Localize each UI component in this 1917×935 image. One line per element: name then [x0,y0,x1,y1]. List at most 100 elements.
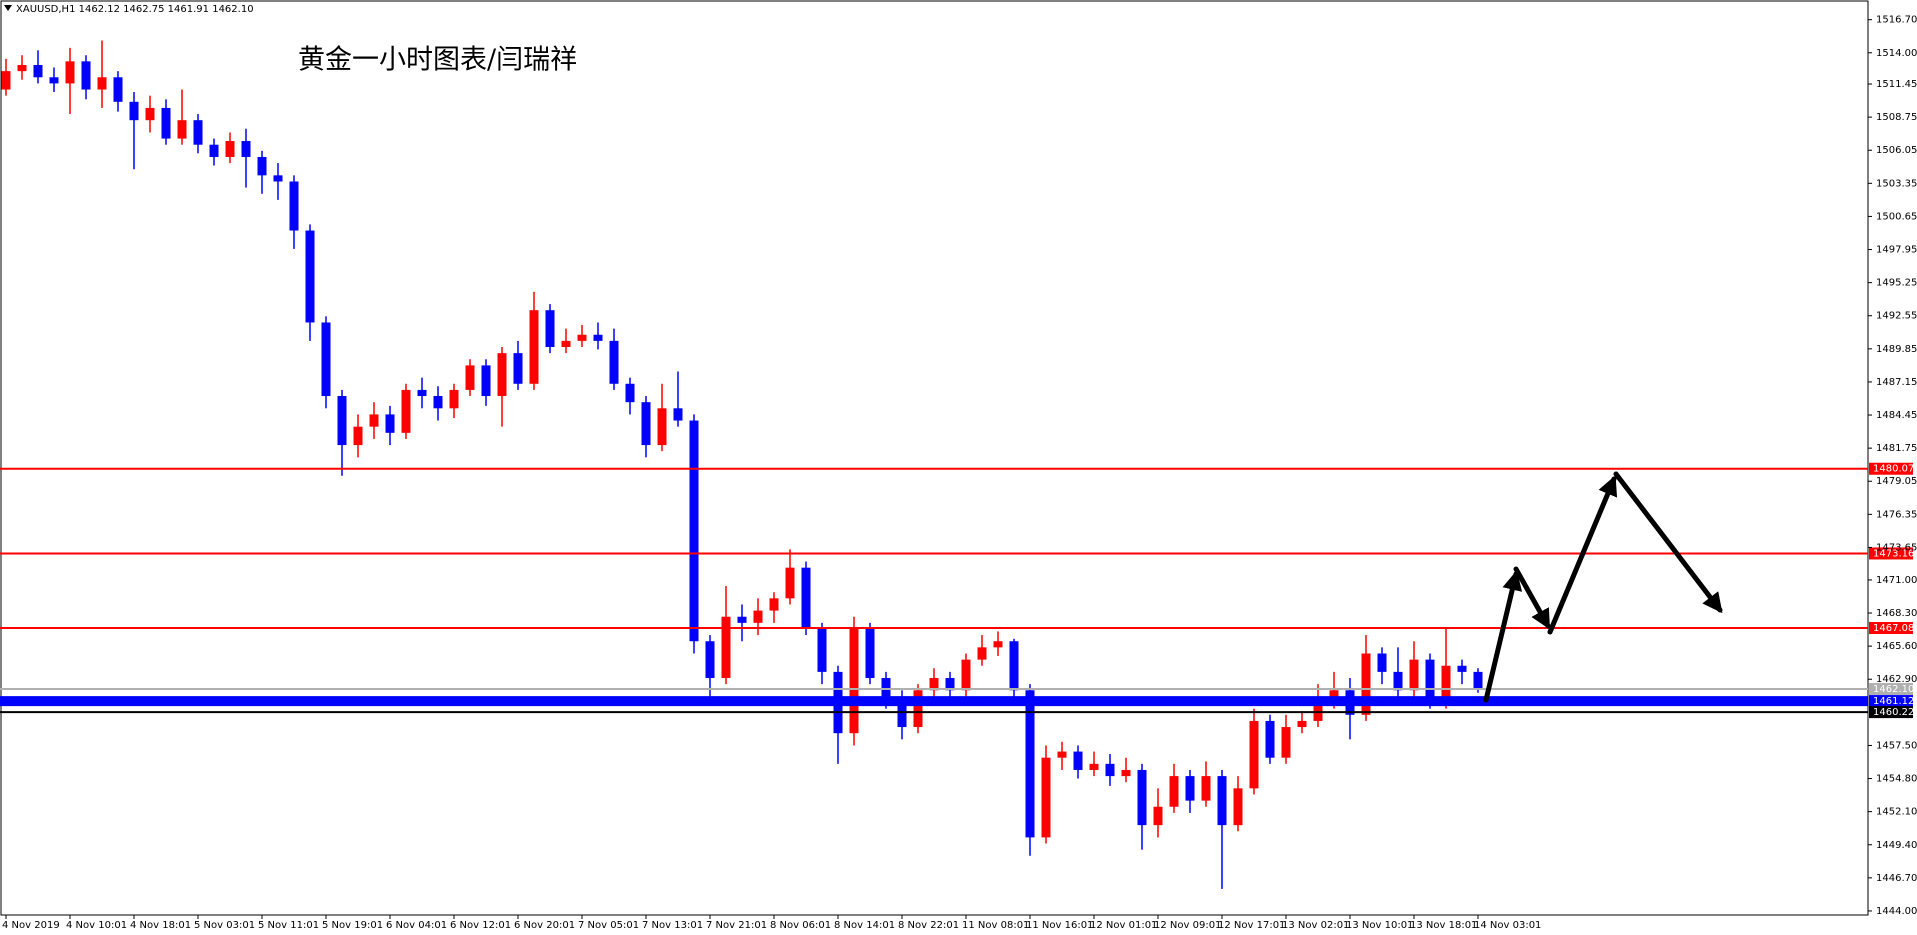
candles [1,40,1483,889]
x-tick-label: 7 Nov 13:01 [642,920,703,931]
header: XAUUSD,H1 1462.12 1462.75 1461.91 1462.1… [16,4,254,15]
level-label-bg [1869,706,1913,719]
candle-body [305,230,315,323]
candle-body [497,353,507,397]
candle-body [481,365,491,397]
x-tick-label: 8 Nov 14:01 [834,920,895,931]
candle-body [433,396,443,409]
level-label: 1467.08 [1873,623,1914,634]
x-tick-label: 12 Nov 01:01 [1090,920,1157,931]
x-tick-label: 4 Nov 18:01 [130,920,191,931]
candle-body [1153,806,1163,826]
candle-body [241,141,251,157]
candle-body [449,389,459,409]
level-label: 1462.10 [1873,684,1914,695]
candle-body [625,383,635,403]
y-tick-label: 1511.45 [1876,79,1917,90]
y-tick-label: 1495.25 [1876,278,1917,289]
y-tick-label: 1508.75 [1876,112,1917,123]
candle-body [1425,659,1435,703]
candle-body [1041,757,1051,838]
x-tick-label: 8 Nov 22:01 [898,920,959,931]
x-tick-label: 12 Nov 09:01 [1154,920,1221,931]
candle-body [705,641,715,679]
y-tick-label: 1492.55 [1876,311,1917,322]
candle-body [1009,641,1019,691]
y-tick-label: 1457.50 [1876,740,1917,751]
candle-body [865,628,875,679]
candle-body [145,107,155,121]
candle-body [177,120,187,139]
candle-body [929,678,939,691]
candle-body [561,340,571,347]
y-tick-label: 1465.60 [1876,641,1917,652]
x-tick-label: 13 Nov 18:01 [1410,920,1477,931]
candle-body [1393,671,1403,691]
candle-body [65,61,75,84]
annotation-arrows [1483,471,1723,703]
chart-title: 黄金一小时图表/闫瑞祥 [298,45,577,76]
candle-body [721,616,731,679]
candle-body [1233,788,1243,826]
candle-body [161,107,171,139]
candle-body [209,144,219,157]
candle-body [1281,727,1291,758]
candle-body [913,690,923,728]
arrow [1547,475,1618,635]
level-label: 1461.12 [1873,696,1914,707]
candle-body [881,678,891,697]
candle-body [97,77,107,90]
x-tick-label: 13 Nov 10:01 [1346,920,1413,931]
candle-body [1057,751,1067,758]
x-tick-label: 6 Nov 20:01 [514,920,575,931]
x-tick-label: 6 Nov 04:01 [386,920,447,931]
y-tick-label: 1471.00 [1876,575,1917,586]
y-tick-label: 1449.40 [1876,840,1917,851]
y-tick-label: 1484.45 [1876,410,1917,421]
y-tick-label: 1444.00 [1876,906,1917,917]
candle-body [337,396,347,446]
candle-body [385,414,395,433]
y-tick-label: 1462.90 [1876,674,1917,685]
y-tick-label: 1476.35 [1876,509,1917,520]
candle-body [81,61,91,90]
x-tick-label: 14 Nov 03:01 [1474,920,1541,931]
x-tick-label: 5 Nov 11:01 [258,920,319,931]
candle-body [609,340,619,384]
level-label-bg [1869,547,1913,560]
candle-body [225,141,235,157]
candle-body [593,334,603,341]
x-tick-label: 6 Nov 12:01 [450,920,511,931]
candle-body [513,353,523,384]
candle-body [657,408,667,446]
y-tick-label: 1489.85 [1876,344,1917,355]
candle-body [1137,769,1147,826]
arrow [1613,471,1723,614]
candle-body [113,77,123,102]
candle-body [1265,720,1275,758]
header-icon [4,5,12,11]
candle-body [417,389,427,397]
candle-body [1073,751,1083,770]
y-tick-label: 1514.00 [1876,48,1917,59]
y-tick-label: 1452.10 [1876,807,1917,818]
y-tick-label: 1506.05 [1876,145,1917,156]
candle-body [753,610,763,623]
level-label-bg [1869,621,1913,634]
candle-body [769,598,779,611]
candle-body [785,567,795,599]
candle-body [977,647,987,660]
x-tick-label: 12 Nov 17:01 [1218,920,1285,931]
candle-body [1169,776,1179,807]
candle-body [1121,769,1131,777]
x-tick-label: 11 Nov 16:01 [1026,920,1093,931]
candle-body [1185,776,1195,801]
level-label: 1480.07 [1873,464,1914,475]
candle-body [1297,720,1307,728]
candle-body [1361,653,1371,715]
x-tick-label: 4 Nov 2019 [2,920,60,931]
level-label-bg [1869,683,1913,696]
levels: 1480.07 1473.16 1467.08 1462.101461.121460.… [0,462,1914,719]
candle-body [369,414,379,427]
y-tick-label: 1503.35 [1876,178,1917,189]
